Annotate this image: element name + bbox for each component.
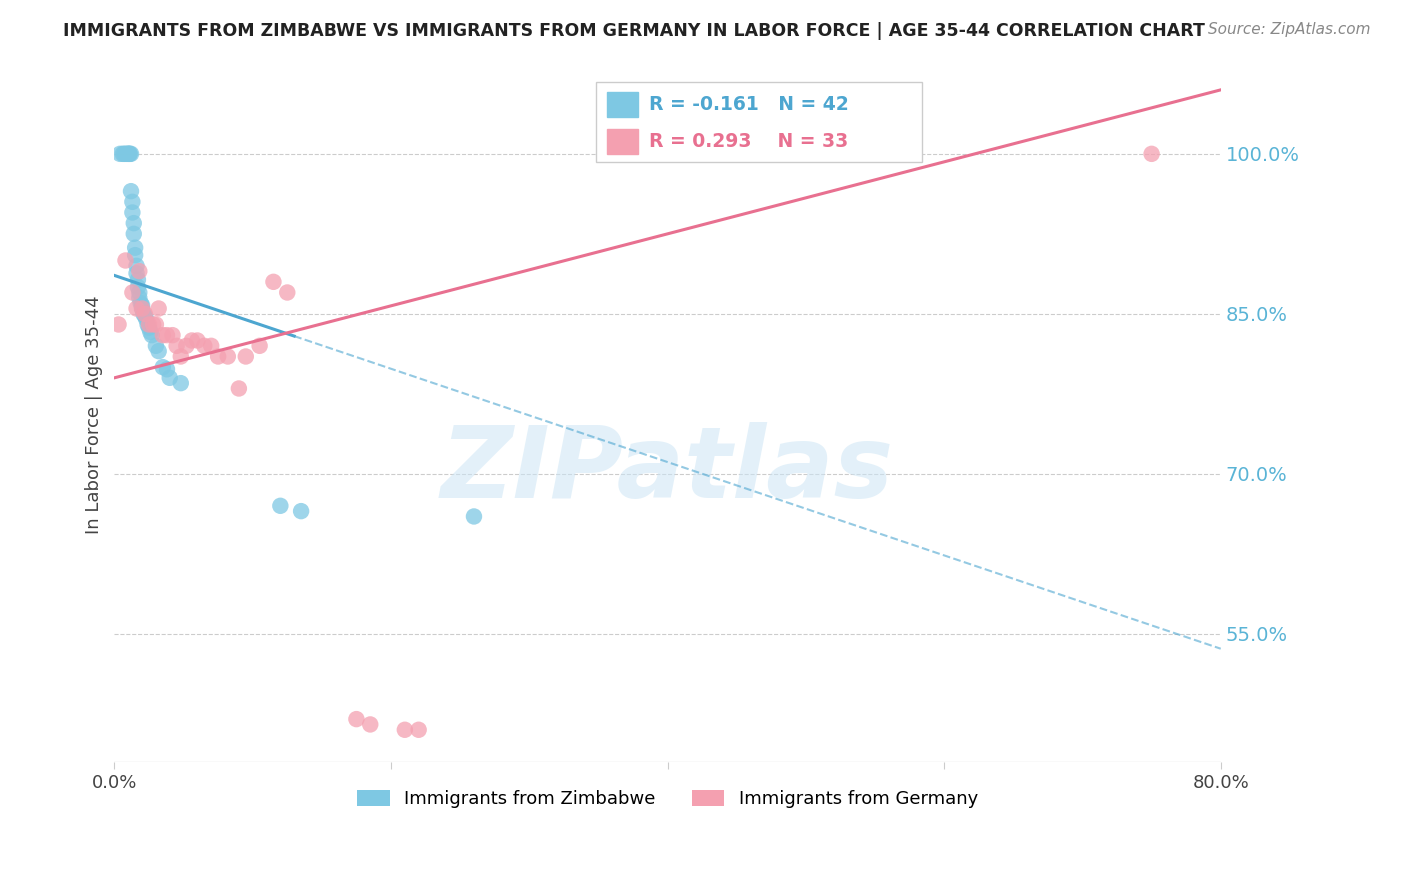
Point — [122, 216, 145, 230]
Text: R = 0.293    N = 33: R = 0.293 N = 33 — [648, 132, 848, 151]
Point — [141, 328, 163, 343]
Point — [139, 325, 162, 339]
Point — [128, 285, 150, 300]
Point — [148, 344, 170, 359]
Point — [124, 241, 146, 255]
Point — [125, 301, 148, 316]
Point — [115, 146, 138, 161]
Point — [142, 318, 165, 332]
Point — [131, 301, 153, 316]
Point — [145, 339, 167, 353]
Point — [200, 339, 222, 353]
Point — [120, 184, 142, 198]
Point — [170, 350, 193, 364]
Point — [159, 371, 181, 385]
Point — [138, 318, 160, 332]
Point — [276, 285, 298, 300]
Point — [128, 291, 150, 305]
Point — [132, 307, 155, 321]
Point — [170, 376, 193, 391]
Point — [235, 350, 257, 364]
Point — [124, 248, 146, 262]
Point — [118, 146, 141, 161]
Point — [108, 146, 131, 161]
Point — [156, 328, 179, 343]
Point — [112, 146, 135, 161]
Point — [107, 318, 129, 332]
Point — [148, 301, 170, 316]
Point — [207, 350, 229, 364]
Point — [120, 146, 142, 161]
Point — [269, 499, 291, 513]
Point — [134, 307, 156, 321]
Text: IMMIGRANTS FROM ZIMBABWE VS IMMIGRANTS FROM GERMANY IN LABOR FORCE | AGE 35-44 C: IMMIGRANTS FROM ZIMBABWE VS IMMIGRANTS F… — [63, 22, 1205, 40]
Point — [166, 339, 188, 353]
Point — [121, 194, 143, 209]
Point — [162, 328, 184, 343]
Point — [156, 362, 179, 376]
Point — [118, 146, 141, 161]
Point — [121, 285, 143, 300]
Point — [359, 717, 381, 731]
Point — [131, 298, 153, 312]
Point — [127, 273, 149, 287]
Bar — [607, 128, 638, 153]
Text: R = -0.161   N = 42: R = -0.161 N = 42 — [648, 95, 849, 114]
Point — [129, 296, 152, 310]
Text: ZIPatlas: ZIPatlas — [441, 422, 894, 519]
Point — [180, 334, 202, 348]
Point — [138, 320, 160, 334]
Point — [408, 723, 430, 737]
Legend: Immigrants from Zimbabwe, Immigrants from Germany: Immigrants from Zimbabwe, Immigrants fro… — [350, 782, 986, 815]
Point — [125, 259, 148, 273]
Point — [463, 509, 485, 524]
Point — [128, 264, 150, 278]
Point — [114, 253, 136, 268]
Point — [176, 339, 198, 353]
Point — [136, 318, 159, 332]
Text: Source: ZipAtlas.com: Source: ZipAtlas.com — [1208, 22, 1371, 37]
Point — [114, 146, 136, 161]
Point — [127, 280, 149, 294]
Point — [145, 318, 167, 332]
Point — [135, 312, 157, 326]
Bar — [607, 92, 638, 117]
FancyBboxPatch shape — [596, 82, 922, 162]
Point — [152, 328, 174, 343]
Point — [117, 146, 139, 161]
Point — [394, 723, 416, 737]
Point — [346, 712, 368, 726]
Point — [152, 360, 174, 375]
Point — [117, 146, 139, 161]
Point — [134, 309, 156, 323]
Point — [122, 227, 145, 241]
Point — [262, 275, 284, 289]
Point — [1140, 146, 1163, 161]
Point — [121, 205, 143, 219]
Point — [290, 504, 312, 518]
Point — [193, 339, 215, 353]
Point — [131, 301, 153, 316]
Y-axis label: In Labor Force | Age 35-44: In Labor Force | Age 35-44 — [86, 296, 103, 534]
Point — [217, 350, 239, 364]
Point — [111, 146, 134, 161]
Point — [186, 334, 208, 348]
Point — [228, 382, 250, 396]
Point — [125, 266, 148, 280]
Point — [249, 339, 271, 353]
